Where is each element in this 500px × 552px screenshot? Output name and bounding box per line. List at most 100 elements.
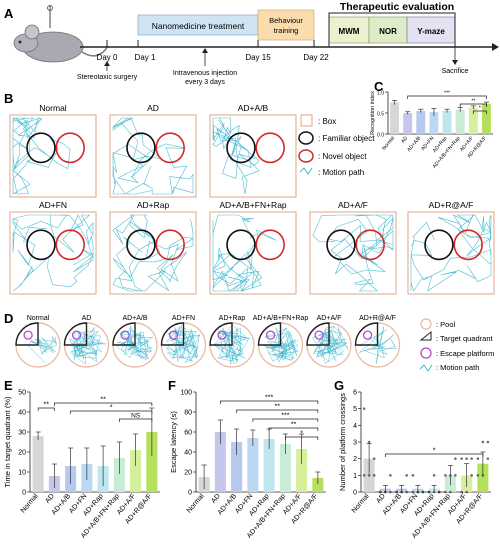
- y-tick-label: 0: [353, 490, 357, 497]
- data-point: [367, 440, 371, 444]
- significance-bracket: [236, 409, 319, 413]
- nor-group-label: AD+A/B+FN+Rap: [219, 200, 287, 210]
- day-0: Day 0: [97, 53, 118, 62]
- escape-platform: [71, 330, 82, 340]
- bar: [429, 112, 439, 134]
- familiar-object: [26, 229, 56, 261]
- y-tick-label: 20: [184, 470, 192, 477]
- note-injection: Intravenous injection: [173, 70, 237, 77]
- bar: [477, 463, 489, 492]
- significance-label: *: [300, 431, 303, 438]
- significance-label: **: [275, 404, 281, 411]
- mwm-group-label: AD+R@A/F: [359, 315, 396, 322]
- phase-training-label-2: training: [274, 26, 299, 35]
- y-tick-label: 6: [353, 390, 357, 397]
- nor-arena: AD+Rap: [109, 200, 197, 295]
- bar: [468, 107, 478, 134]
- eval-nor-label: NOR: [379, 27, 397, 36]
- data-point: [470, 474, 473, 477]
- bar: [455, 109, 465, 134]
- data-point: [411, 474, 415, 477]
- data-point: [405, 474, 408, 477]
- nor-group-label: AD+R@A/F: [429, 200, 474, 210]
- legend-novel: : Novel object: [318, 152, 367, 161]
- motion-path: [212, 324, 250, 365]
- data-point: [470, 457, 473, 460]
- data-point: [411, 490, 415, 494]
- data-point: [444, 490, 447, 494]
- bar: [403, 113, 413, 134]
- mwm-legend: : Pool : Target quadrant : Escape platfo…: [419, 318, 494, 372]
- data-point: [395, 490, 398, 494]
- escape-platform: [168, 330, 179, 340]
- y-tick-label: 0: [188, 490, 192, 497]
- nor-group-label: AD+A/F: [338, 200, 368, 210]
- x-tick-label: AD+A/B: [406, 135, 423, 153]
- significance-bracket: [407, 95, 487, 99]
- data-point: [432, 474, 436, 477]
- nor-group-label: AD: [147, 103, 159, 113]
- data-point: [405, 490, 408, 494]
- panel-label-d: D: [4, 311, 13, 326]
- novel-object: [55, 132, 85, 164]
- significance-label: **: [44, 402, 50, 409]
- novel-object: [355, 229, 385, 261]
- nor-arena: AD+A/F: [309, 200, 397, 295]
- nor-arena: AD+FN: [9, 200, 97, 295]
- y-tick-label: 100: [180, 390, 192, 397]
- y-tick-label: 80: [184, 410, 192, 417]
- data-point: [454, 474, 457, 477]
- motion-path: [410, 214, 492, 292]
- significance-label: *: [479, 106, 481, 112]
- mwm-group-label: AD+Rap: [219, 315, 246, 322]
- note-sacrifice: Sacrifice: [442, 68, 469, 75]
- bar: [279, 444, 291, 492]
- mwm-pool: AD+A/B: [112, 315, 158, 368]
- nor-legend: : Box : Familiar object : Novel object :…: [298, 114, 375, 177]
- mwm-pool: AD+A/B+FN+Rap: [253, 315, 309, 368]
- significance-bracket: [54, 402, 153, 406]
- mwm-group-label: AD+A/B: [122, 315, 147, 322]
- note-injection-2: every 3 days: [185, 79, 225, 86]
- note-surgery: Stereotaxic surgery: [77, 74, 138, 81]
- legend-mwm-motion-path: : Motion path: [436, 363, 479, 372]
- y-tick-label: 30: [18, 430, 26, 437]
- data-point: [432, 490, 436, 494]
- panel-label-e: E: [4, 378, 13, 393]
- y-axis-label: Number of platform crossings: [338, 393, 347, 491]
- legend-familiar: : Familiar object: [318, 134, 375, 143]
- significance-label: ***: [281, 413, 289, 420]
- target-quadrant: [354, 322, 379, 346]
- data-point: [389, 490, 392, 494]
- nor-group-label: AD+A/B: [238, 103, 269, 113]
- y-tick-label: 10: [18, 470, 26, 477]
- y-tick-label: 50: [18, 390, 26, 397]
- motion-path: [358, 326, 397, 364]
- data-point: [486, 457, 490, 460]
- familiar-object: [226, 132, 256, 164]
- x-tick-label: AD: [375, 493, 387, 505]
- familiar-object: [226, 229, 256, 261]
- day-22: Day 22: [303, 53, 329, 62]
- y-tick-label: 0: [22, 490, 26, 497]
- significance-bracket: [268, 427, 319, 431]
- mwm-pool: AD+Rap: [209, 315, 255, 368]
- significance-bracket: [285, 436, 319, 440]
- data-point: [465, 490, 468, 494]
- data-point: [389, 474, 392, 477]
- motion-path: [69, 326, 106, 365]
- target-quadrant: [15, 322, 39, 346]
- mouse-icon: [13, 5, 109, 63]
- nor-arena: Normal: [9, 103, 97, 198]
- eval-ymaze-label: Y-maze: [417, 27, 445, 36]
- nor-arena: AD+R@A/F: [407, 200, 495, 295]
- bar: [390, 102, 400, 134]
- motion-path: [12, 214, 94, 292]
- panel-label-c: C: [374, 79, 384, 94]
- mwm-group-label: AD: [82, 315, 92, 322]
- significance-bracket: [472, 110, 487, 114]
- mwm-group-label: AD+A/B+FN+Rap: [253, 315, 309, 322]
- y-tick-label: 1.0: [377, 91, 384, 97]
- escape-platform: [265, 330, 276, 340]
